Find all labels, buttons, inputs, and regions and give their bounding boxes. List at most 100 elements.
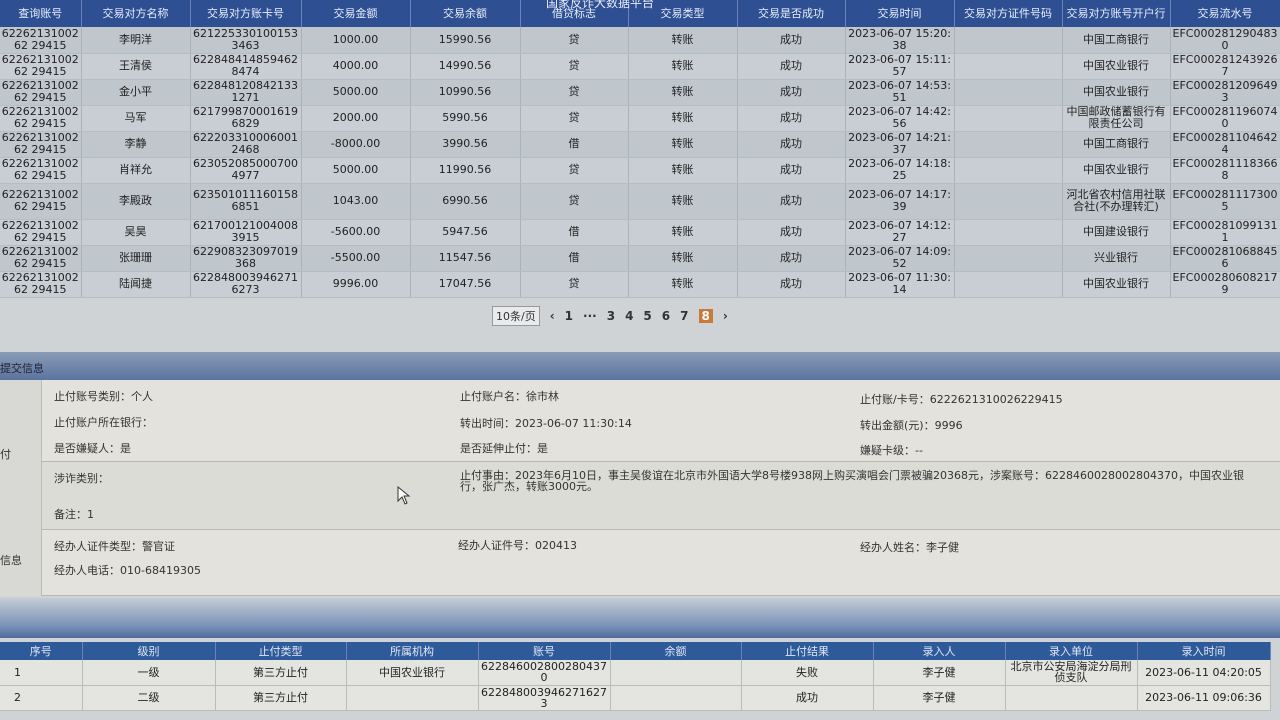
column-header[interactable]: 所属机构 [346,642,479,660]
column-header[interactable]: 录入单位 [1005,642,1138,660]
column-header[interactable]: 序号 [0,642,83,660]
table-cell: 贷 [520,53,629,80]
page-ellipsis[interactable]: ··· [583,309,597,323]
column-header[interactable]: 录入时间 [1137,642,1271,660]
table-cell: 转账 [628,271,738,298]
column-header[interactable]: 借贷标志 [520,0,629,27]
table-cell: 2023-06-07 11:30:14 [845,271,955,298]
table-cell: 6226213100262 29415 [0,105,82,132]
page-3[interactable]: 3 [606,309,616,323]
table-row[interactable]: 6226213100262 29415 陆闻捷 622848003946271627… [0,271,1280,298]
table-row[interactable]: 6226213100262 29415 金小平 622848120842133127… [0,79,1280,106]
page-6[interactable]: 6 [661,309,671,323]
table-cell: 贷 [520,79,629,106]
table-cell: 成功 [737,79,846,106]
table-cell: 6228480039462716273 [478,685,611,711]
reason-section: 涉诈类别： 止付事由：2023年6月10日，事主吴俊谊在北京市外国语大学8号楼9… [42,462,1280,530]
table-cell [954,27,1063,54]
table-cell: 陆闻捷 [81,271,191,298]
table-cell: 兴业银行 [1062,245,1171,272]
column-header[interactable]: 交易余额 [410,0,521,27]
table-cell: 2023-06-07 15:11:57 [845,53,955,80]
table-row[interactable]: 1 一级 第三方止付 中国农业银行 6228460028002804370 失败 李子健 北京… [0,660,1271,686]
table-row[interactable]: 6226213100262 29415 马军 6217998700016196829… [0,105,1280,132]
table-cell: 2023-06-07 14:12:27 [845,219,955,246]
table-cell: 王清侯 [81,53,191,80]
table-cell: 6226213100262 29415 [0,245,82,272]
table-cell [954,53,1063,80]
column-header[interactable]: 交易对方账号开户行 [1062,0,1171,27]
stop-payment-detail: 付 信息 止付账号类别：个人 止付账户名：徐市林 止付账/卡号：62226213… [0,380,1280,596]
table-row[interactable]: 6226213100262 29415 肖祥允 623052085000700497… [0,157,1280,184]
handler-id-type: 经办人证件类型：警官证 [54,540,175,553]
table-cell [954,157,1063,184]
column-header[interactable]: 查询账号 [0,0,82,27]
page-8-current[interactable]: 8 [698,309,713,323]
column-header[interactable]: 止付结果 [741,642,874,660]
table-cell [954,245,1063,272]
table-cell: 一级 [82,660,216,686]
column-header[interactable]: 交易时间 [845,0,955,27]
table-cell: 转账 [628,79,738,106]
table-cell: 6226213100262 29415 [0,271,82,298]
table-cell: 3990.56 [410,131,521,158]
column-header[interactable]: 余额 [610,642,742,660]
table-cell [610,685,742,711]
side-labels: 付 信息 [0,380,42,596]
table-cell: EFC0002811046424 [1170,131,1280,158]
column-header[interactable]: 账号 [478,642,611,660]
column-header[interactable]: 级别 [82,642,216,660]
table-row[interactable]: 6226213100262 29415 张珊珊 622908323097019368… [0,245,1280,272]
pagination: 10条/页 ‹ 1 ··· 3 4 5 6 7 8 › [492,306,728,326]
table-cell: 北京市公安局海淀分局刑侦支队 [1005,660,1138,686]
suspect-card-level: 嫌疑卡级：-- [860,444,923,457]
table-cell: EFC0002810991311 [1170,219,1280,246]
table-cell: 贷 [520,183,629,220]
next-page-button[interactable]: › [722,309,728,323]
column-header[interactable]: 交易金额 [301,0,411,27]
table-cell: 成功 [737,219,846,246]
table-row[interactable]: 2 二级 第三方止付 6228480039462716273 成功 李子健 2023-06-… [0,685,1271,711]
table-row[interactable]: 6226213100262 29415 李明洋 621225330100153346… [0,27,1280,54]
table-cell: 李静 [81,131,191,158]
table-cell: 6217998700016196829 [190,105,302,132]
table-cell: 李殿政 [81,183,191,220]
table-cell: 转账 [628,53,738,80]
table-cell: 成功 [737,131,846,158]
table-cell: 李子健 [873,660,1006,686]
table-row[interactable]: 6226213100262 29415 吴昊 6217001210040083915… [0,219,1280,246]
column-header[interactable]: 交易对方名称 [81,0,191,27]
table-cell [1005,685,1138,711]
out-time: 转出时间：2023-06-07 11:30:14 [460,417,632,430]
page-5[interactable]: 5 [643,309,652,323]
table-cell: 6228460028002804370 [478,660,611,686]
table-cell [954,131,1063,158]
prev-page-button[interactable]: ‹ [549,309,555,323]
column-header[interactable]: 交易对方账卡号 [190,0,302,27]
table-row[interactable]: 6226213100262 29415 李静 6222033100060012468… [0,131,1280,158]
table-cell: 借 [520,245,629,272]
table-cell: EFC0002811183668 [1170,157,1280,184]
table-cell: 中国建设银行 [1062,219,1171,246]
table-cell: 6226213100262 29415 [0,219,82,246]
page-1[interactable]: 1 [564,309,574,323]
page-7[interactable]: 7 [680,309,689,323]
column-header[interactable]: 交易是否成功 [737,0,846,27]
column-header[interactable]: 交易流水号 [1170,0,1280,27]
column-header[interactable]: 交易类型 [628,0,738,27]
table-cell: 2023-06-07 14:18:25 [845,157,955,184]
page-size-select[interactable]: 10条/页 [492,306,540,326]
column-header[interactable]: 止付类型 [215,642,347,660]
table-cell: 转账 [628,245,738,272]
table-cell: 金小平 [81,79,191,106]
table-cell: 借 [520,131,629,158]
table-cell: -8000.00 [301,131,411,158]
column-header[interactable]: 录入人 [873,642,1006,660]
page-4[interactable]: 4 [625,309,634,323]
column-header[interactable]: 交易对方证件号码 [954,0,1063,27]
table-row[interactable]: 6226213100262 29415 王清侯 622848414859462847… [0,53,1280,80]
table-row[interactable]: 6226213100262 29415 李殿政 623501011160158685… [0,183,1280,220]
table-cell: 6226213100262 29415 [0,157,82,184]
submit-info-header: 提交信息 [0,352,1280,380]
table-cell: 10990.56 [410,79,521,106]
